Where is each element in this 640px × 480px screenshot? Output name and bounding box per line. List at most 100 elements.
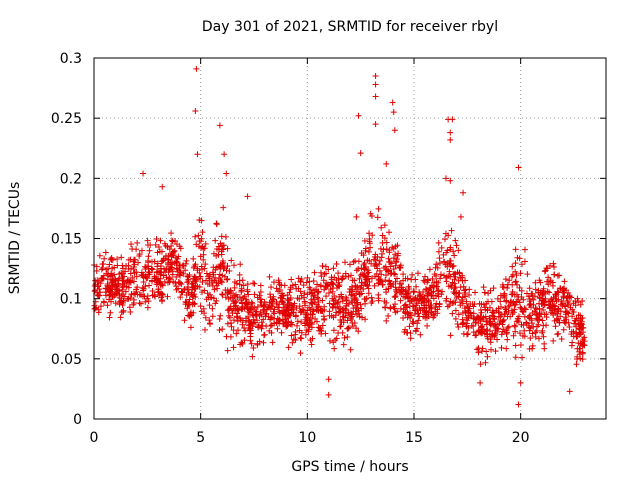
data-point (486, 320, 493, 327)
data-point (390, 109, 397, 116)
data-point (383, 286, 390, 293)
data-point (239, 321, 246, 328)
data-point (462, 277, 469, 284)
data-point (317, 269, 324, 276)
data-point (274, 315, 281, 322)
data-point (288, 310, 295, 317)
data-point (114, 286, 121, 293)
data-point (220, 242, 227, 249)
data-point (213, 246, 220, 253)
data-point (234, 318, 241, 325)
data-point (305, 326, 312, 333)
data-point (270, 293, 277, 300)
data-point (504, 285, 511, 291)
data-point (392, 251, 399, 258)
data-point (509, 263, 516, 270)
data-point (221, 273, 228, 280)
data-point (529, 309, 536, 316)
data-point (219, 291, 226, 298)
data-point (362, 316, 369, 323)
data-point (326, 308, 333, 315)
data-point (276, 308, 283, 315)
data-point (393, 258, 400, 265)
data-point (212, 237, 219, 244)
data-point (435, 287, 442, 294)
data-point (337, 323, 344, 330)
data-point (508, 291, 515, 298)
data-point (456, 269, 463, 276)
data-point (265, 304, 272, 311)
data-point (446, 302, 453, 309)
data-point (392, 278, 399, 285)
data-point (490, 285, 497, 292)
data-point (361, 266, 368, 273)
data-point (510, 332, 517, 339)
data-point (532, 279, 539, 286)
data-point (491, 333, 498, 340)
data-point (355, 265, 362, 272)
data-point (328, 312, 335, 319)
data-point (297, 350, 304, 357)
data-point (140, 287, 147, 294)
data-point (319, 322, 326, 329)
data-point (268, 284, 275, 291)
data-point (495, 308, 502, 315)
data-point (292, 313, 299, 320)
data-point (255, 322, 262, 329)
data-point (314, 281, 321, 288)
data-point (183, 257, 190, 264)
data-point (414, 310, 421, 317)
data-point (459, 309, 466, 316)
data-point (516, 313, 523, 320)
data-point (341, 259, 348, 266)
data-point (254, 294, 261, 301)
data-point (146, 271, 153, 278)
data-point (194, 267, 201, 274)
data-point (154, 279, 161, 286)
data-point (257, 282, 264, 289)
data-point (231, 262, 238, 269)
data-point (284, 302, 291, 309)
data-point (310, 278, 317, 285)
data-point (515, 164, 522, 171)
data-point (500, 326, 507, 333)
data-point (303, 279, 310, 286)
data-point (288, 276, 295, 283)
data-point (365, 248, 372, 255)
data-point (112, 290, 119, 297)
data-point (551, 302, 558, 309)
data-point (447, 298, 454, 305)
data-point (377, 277, 384, 284)
data-point (563, 295, 570, 302)
data-point (447, 136, 454, 143)
data-point (152, 275, 159, 282)
data-point (313, 318, 320, 325)
data-point (565, 289, 572, 296)
data-point (397, 289, 404, 296)
data-point (154, 260, 161, 267)
data-point (236, 271, 243, 278)
data-point (365, 290, 372, 297)
data-point (498, 344, 505, 351)
data-point (325, 266, 332, 273)
data-point (287, 294, 294, 301)
y-tick-label: 0.1 (60, 292, 82, 308)
data-point (225, 306, 232, 313)
data-point (457, 213, 464, 220)
data-point (448, 227, 455, 234)
data-point (447, 129, 454, 136)
x-tick-label: 5 (196, 430, 205, 446)
data-point (234, 306, 241, 313)
data-point (578, 322, 585, 329)
data-point (340, 319, 347, 326)
data-point (443, 249, 450, 256)
x-tick-label: 10 (298, 430, 316, 446)
data-point (101, 255, 108, 262)
data-point (421, 278, 428, 285)
data-point (535, 321, 542, 328)
data-point (448, 283, 455, 290)
data-point (505, 323, 512, 330)
data-point (373, 270, 380, 277)
data-point (245, 291, 252, 298)
data-point (240, 294, 247, 301)
